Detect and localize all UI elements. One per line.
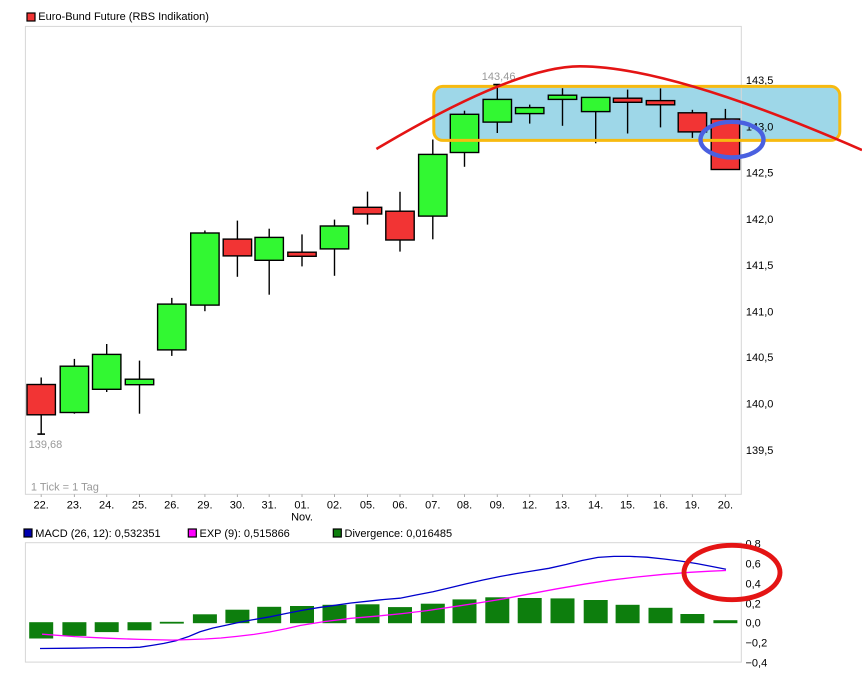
svg-text:16.: 16. (653, 499, 668, 511)
svg-text:19.: 19. (685, 499, 700, 511)
svg-text:12.: 12. (522, 499, 537, 511)
svg-text:0,4: 0,4 (746, 578, 761, 590)
svg-text:Euro-Bund Future (RBS Indikati: Euro-Bund Future (RBS Indikation) (38, 11, 209, 23)
svg-text:30.: 30. (230, 499, 245, 511)
svg-text:15.: 15. (620, 499, 635, 511)
svg-text:139,5: 139,5 (746, 445, 774, 457)
svg-text:MACD (26, 12): 0,532351: MACD (26, 12): 0,532351 (35, 528, 160, 540)
svg-text:29.: 29. (197, 499, 212, 511)
svg-text:0,6: 0,6 (746, 559, 761, 571)
svg-text:14.: 14. (588, 499, 603, 511)
svg-text:142,0: 142,0 (746, 214, 774, 226)
svg-text:EXP (9): 0,515866: EXP (9): 0,515866 (200, 528, 290, 540)
svg-text:143,5: 143,5 (746, 75, 774, 87)
svg-text:07.: 07. (425, 499, 440, 511)
svg-text:142,5: 142,5 (746, 168, 774, 180)
svg-text:31.: 31. (262, 499, 277, 511)
svg-text:1 Tick = 1 Tag: 1 Tick = 1 Tag (31, 482, 99, 494)
svg-text:05.: 05. (360, 499, 375, 511)
svg-text:Divergence: 0,016485: Divergence: 0,016485 (345, 528, 453, 540)
svg-text:22.: 22. (34, 499, 49, 511)
svg-text:140,0: 140,0 (746, 398, 774, 410)
svg-text:01.: 01. (294, 499, 309, 511)
svg-text:06.: 06. (392, 499, 407, 511)
svg-text:141,5: 141,5 (746, 260, 774, 272)
svg-text:−0,4: −0,4 (746, 657, 768, 669)
svg-text:140,5: 140,5 (746, 352, 774, 364)
svg-text:−0,2: −0,2 (746, 638, 768, 650)
svg-text:24.: 24. (99, 499, 114, 511)
svg-text:0,0: 0,0 (746, 618, 761, 630)
svg-text:20.: 20. (718, 499, 733, 511)
svg-text:09.: 09. (490, 499, 505, 511)
svg-text:02.: 02. (327, 499, 342, 511)
svg-text:143,46: 143,46 (482, 71, 516, 83)
svg-text:25.: 25. (132, 499, 147, 511)
svg-text:23.: 23. (67, 499, 82, 511)
svg-text:141,0: 141,0 (746, 306, 774, 318)
svg-text:Nov.: Nov. (291, 512, 313, 524)
svg-text:13.: 13. (555, 499, 570, 511)
svg-text:0,2: 0,2 (746, 599, 761, 611)
svg-text:08.: 08. (457, 499, 472, 511)
svg-text:139,68: 139,68 (29, 439, 63, 451)
svg-text:26.: 26. (164, 499, 179, 511)
